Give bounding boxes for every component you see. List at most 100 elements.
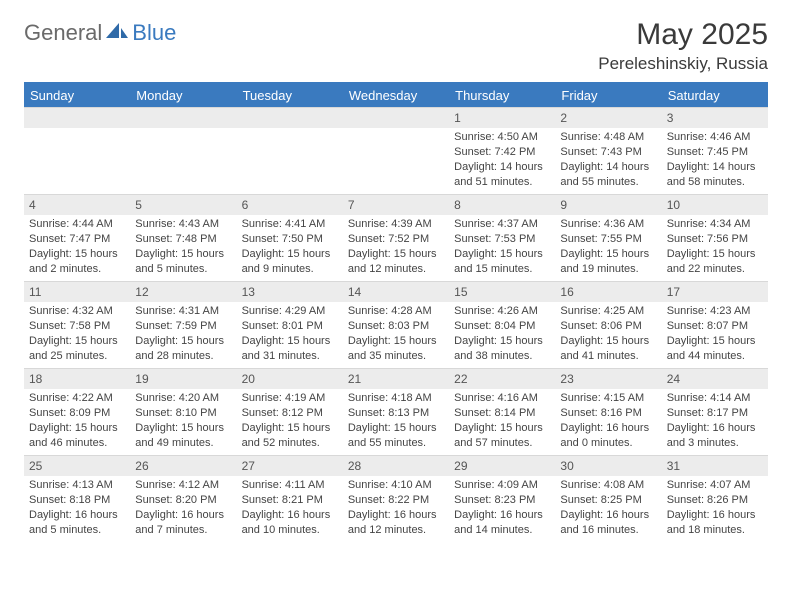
sunset-text: Sunset: 8:13 PM: [348, 406, 444, 421]
daylight2-text: and 12 minutes.: [348, 523, 444, 538]
day-number: 24: [662, 369, 768, 389]
logo: General Blue: [24, 20, 176, 46]
sunset-text: Sunset: 7:59 PM: [135, 319, 231, 334]
day-details: Sunrise: 4:09 AMSunset: 8:23 PMDaylight:…: [449, 476, 555, 541]
day-cell: 26Sunrise: 4:12 AMSunset: 8:20 PMDayligh…: [130, 456, 236, 542]
sunrise-text: Sunrise: 4:28 AM: [348, 304, 444, 319]
day-details: Sunrise: 4:34 AMSunset: 7:56 PMDaylight:…: [662, 215, 768, 280]
day-cell: 2Sunrise: 4:48 AMSunset: 7:43 PMDaylight…: [555, 108, 661, 194]
logo-text-blue: Blue: [132, 20, 176, 46]
sunrise-text: Sunrise: 4:43 AM: [135, 217, 231, 232]
day-number: 22: [449, 369, 555, 389]
day-number: 11: [24, 282, 130, 302]
day-number: 25: [24, 456, 130, 476]
daylight2-text: and 14 minutes.: [454, 523, 550, 538]
daylight1-text: Daylight: 16 hours: [667, 508, 763, 523]
day-cell: 16Sunrise: 4:25 AMSunset: 8:06 PMDayligh…: [555, 282, 661, 368]
day-cell: 29Sunrise: 4:09 AMSunset: 8:23 PMDayligh…: [449, 456, 555, 542]
daylight1-text: Daylight: 14 hours: [454, 160, 550, 175]
sunrise-text: Sunrise: 4:22 AM: [29, 391, 125, 406]
daylight2-text: and 19 minutes.: [560, 262, 656, 277]
day-number: 4: [24, 195, 130, 215]
sunset-text: Sunset: 8:07 PM: [667, 319, 763, 334]
daylight1-text: Daylight: 15 hours: [454, 334, 550, 349]
sunset-text: Sunset: 7:48 PM: [135, 232, 231, 247]
day-details: Sunrise: 4:20 AMSunset: 8:10 PMDaylight:…: [130, 389, 236, 454]
empty-cell: [24, 108, 130, 194]
day-cell: 6Sunrise: 4:41 AMSunset: 7:50 PMDaylight…: [237, 195, 343, 281]
daylight2-text: and 25 minutes.: [29, 349, 125, 364]
daylight1-text: Daylight: 15 hours: [29, 334, 125, 349]
sunset-text: Sunset: 8:25 PM: [560, 493, 656, 508]
daylight1-text: Daylight: 16 hours: [454, 508, 550, 523]
daylight1-text: Daylight: 15 hours: [242, 247, 338, 262]
day-cell: 1Sunrise: 4:50 AMSunset: 7:42 PMDaylight…: [449, 108, 555, 194]
day-details: Sunrise: 4:19 AMSunset: 8:12 PMDaylight:…: [237, 389, 343, 454]
day-number: 6: [237, 195, 343, 215]
week-row: 18Sunrise: 4:22 AMSunset: 8:09 PMDayligh…: [24, 368, 768, 455]
daylight1-text: Daylight: 16 hours: [29, 508, 125, 523]
sunset-text: Sunset: 7:47 PM: [29, 232, 125, 247]
day-number: 7: [343, 195, 449, 215]
sunset-text: Sunset: 7:42 PM: [454, 145, 550, 160]
day-cell: 17Sunrise: 4:23 AMSunset: 8:07 PMDayligh…: [662, 282, 768, 368]
day-cell: 22Sunrise: 4:16 AMSunset: 8:14 PMDayligh…: [449, 369, 555, 455]
day-cell: 11 Sunrise: 4:32 AMSunset: 7:58 PMDayligh…: [24, 282, 130, 368]
daylight1-text: Daylight: 16 hours: [242, 508, 338, 523]
daylight2-text: and 49 minutes.: [135, 436, 231, 451]
daylight2-text: and 55 minutes.: [560, 175, 656, 190]
sunset-text: Sunset: 7:58 PM: [29, 319, 125, 334]
daylight2-text: and 55 minutes.: [348, 436, 444, 451]
day-details: Sunrise: 4:18 AMSunset: 8:13 PMDaylight:…: [343, 389, 449, 454]
day-number: 28: [343, 456, 449, 476]
sunrise-text: Sunrise: 4:25 AM: [560, 304, 656, 319]
sunrise-text: Sunrise: 4:09 AM: [454, 478, 550, 493]
day-cell: 4Sunrise: 4:44 AMSunset: 7:47 PMDaylight…: [24, 195, 130, 281]
sunrise-text: Sunrise: 4:46 AM: [667, 130, 763, 145]
day-number: 31: [662, 456, 768, 476]
day-details: Sunrise: 4:25 AMSunset: 8:06 PMDaylight:…: [555, 302, 661, 367]
day-details: Sunrise: 4:23 AMSunset: 8:07 PMDaylight:…: [662, 302, 768, 367]
daylight2-text: and 58 minutes.: [667, 175, 763, 190]
day-cell: 18Sunrise: 4:22 AMSunset: 8:09 PMDayligh…: [24, 369, 130, 455]
day-details: Sunrise: 4:11 AMSunset: 8:21 PMDaylight:…: [237, 476, 343, 541]
day-number: 3: [662, 108, 768, 128]
empty-cell: [343, 108, 449, 194]
day-cell: 8Sunrise: 4:37 AMSunset: 7:53 PMDaylight…: [449, 195, 555, 281]
day-number: [343, 108, 449, 128]
day-details: Sunrise: 4:15 AMSunset: 8:16 PMDaylight:…: [555, 389, 661, 454]
day-details: Sunrise: 4:44 AMSunset: 7:47 PMDaylight:…: [24, 215, 130, 280]
day-number: 10: [662, 195, 768, 215]
daylight2-text: and 0 minutes.: [560, 436, 656, 451]
sunset-text: Sunset: 8:18 PM: [29, 493, 125, 508]
sunrise-text: Sunrise: 4:32 AM: [29, 304, 125, 319]
day-number: 5: [130, 195, 236, 215]
day-number: 9: [555, 195, 661, 215]
daylight1-text: Daylight: 15 hours: [242, 421, 338, 436]
sunset-text: Sunset: 8:20 PM: [135, 493, 231, 508]
day-cell: 7Sunrise: 4:39 AMSunset: 7:52 PMDaylight…: [343, 195, 449, 281]
daylight2-text: and 51 minutes.: [454, 175, 550, 190]
sunrise-text: Sunrise: 4:37 AM: [454, 217, 550, 232]
day-number: [237, 108, 343, 128]
sunrise-text: Sunrise: 4:50 AM: [454, 130, 550, 145]
calendar-body: 1Sunrise: 4:50 AMSunset: 7:42 PMDaylight…: [24, 107, 768, 542]
sunset-text: Sunset: 8:12 PM: [242, 406, 338, 421]
sunset-text: Sunset: 7:55 PM: [560, 232, 656, 247]
daylight1-text: Daylight: 15 hours: [454, 247, 550, 262]
daylight2-text: and 12 minutes.: [348, 262, 444, 277]
day-details: Sunrise: 4:46 AMSunset: 7:45 PMDaylight:…: [662, 128, 768, 193]
sunset-text: Sunset: 7:52 PM: [348, 232, 444, 247]
dow-sunday: Sunday: [24, 84, 130, 107]
day-number: 2: [555, 108, 661, 128]
sunrise-text: Sunrise: 4:41 AM: [242, 217, 338, 232]
daylight1-text: Daylight: 15 hours: [560, 334, 656, 349]
sunset-text: Sunset: 8:01 PM: [242, 319, 338, 334]
daylight2-text: and 16 minutes.: [560, 523, 656, 538]
day-details: Sunrise: 4:29 AMSunset: 8:01 PMDaylight:…: [237, 302, 343, 367]
day-number: 14: [343, 282, 449, 302]
day-cell: 21Sunrise: 4:18 AMSunset: 8:13 PMDayligh…: [343, 369, 449, 455]
daylight1-text: Daylight: 16 hours: [667, 421, 763, 436]
day-details: Sunrise: 4:41 AMSunset: 7:50 PMDaylight:…: [237, 215, 343, 280]
day-number: 17: [662, 282, 768, 302]
